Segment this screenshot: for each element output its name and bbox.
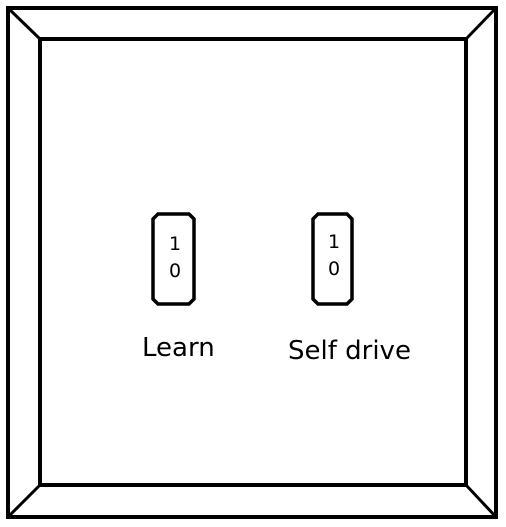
- bevel-bottom-left: [6, 483, 42, 519]
- inner-panel-border: [38, 37, 468, 487]
- self-drive-switch-on-marker: 1: [327, 231, 341, 253]
- bevel-bottom-right: [464, 483, 498, 519]
- self-drive-switch-body[interactable]: [311, 212, 354, 306]
- learn-switch-on-marker: 1: [168, 233, 182, 255]
- self-drive-switch-label: Self drive: [288, 336, 411, 366]
- learn-switch-off-marker: 0: [168, 260, 182, 282]
- bevel-top-left: [6, 6, 42, 41]
- learn-switch-label: Learn: [142, 333, 215, 363]
- bevel-top-right: [464, 6, 498, 41]
- learn-switch-body[interactable]: [151, 212, 196, 306]
- outer-frame-border: [6, 6, 498, 519]
- self-drive-switch-off-marker: 0: [327, 258, 341, 280]
